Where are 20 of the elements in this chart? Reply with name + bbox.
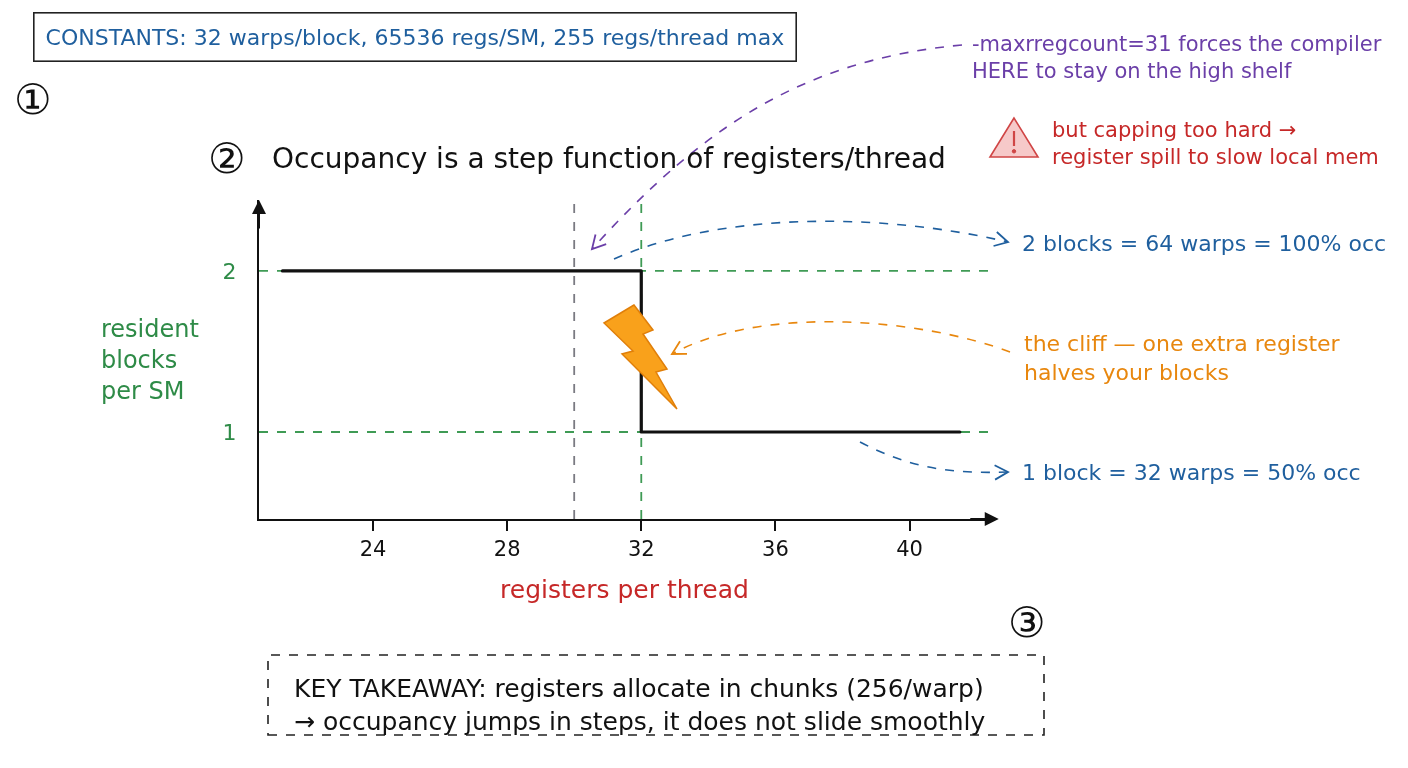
y-axis-title: resident blocks per SM bbox=[101, 315, 199, 406]
text: -maxrregcount=31 forces the compiler HERE to stay on the high shelf bbox=[972, 32, 1382, 84]
text: ② bbox=[208, 134, 246, 183]
text: ① bbox=[14, 75, 52, 124]
text: ③ bbox=[1008, 598, 1046, 647]
text: 2 blocks = 64 warps = 100% occ bbox=[1022, 231, 1387, 256]
x-axis-title: registers per thread bbox=[500, 574, 749, 604]
text: CONSTANTS: 32 warps/block, 65536 regs/SM, 255 regs/thread max bbox=[45, 24, 785, 50]
x-tick-label: 24 bbox=[359, 537, 387, 562]
text: the cliff — one extra register halves your blocks bbox=[1024, 331, 1341, 385]
text: but capping too hard → register spill to slow local mem bbox=[1052, 118, 1379, 170]
text: 1 block = 32 warps = 50% occ bbox=[1022, 460, 1361, 485]
x-tick-label: 40 bbox=[896, 537, 923, 562]
x-tick-label: 36 bbox=[762, 537, 789, 562]
chart-title: Occupancy is a step function of registers/thread bbox=[272, 141, 946, 175]
y-tick-label: 1 bbox=[222, 419, 237, 445]
x-tick-label: 32 bbox=[627, 537, 655, 562]
text: KEY TAKEAWAY: registers allocate in chunks (256/warp) → occupancy jumps in steps, it does not slide smoothly bbox=[294, 674, 986, 736]
x-tick-label: 28 bbox=[493, 537, 521, 562]
y-tick-label: 2 bbox=[222, 258, 237, 284]
